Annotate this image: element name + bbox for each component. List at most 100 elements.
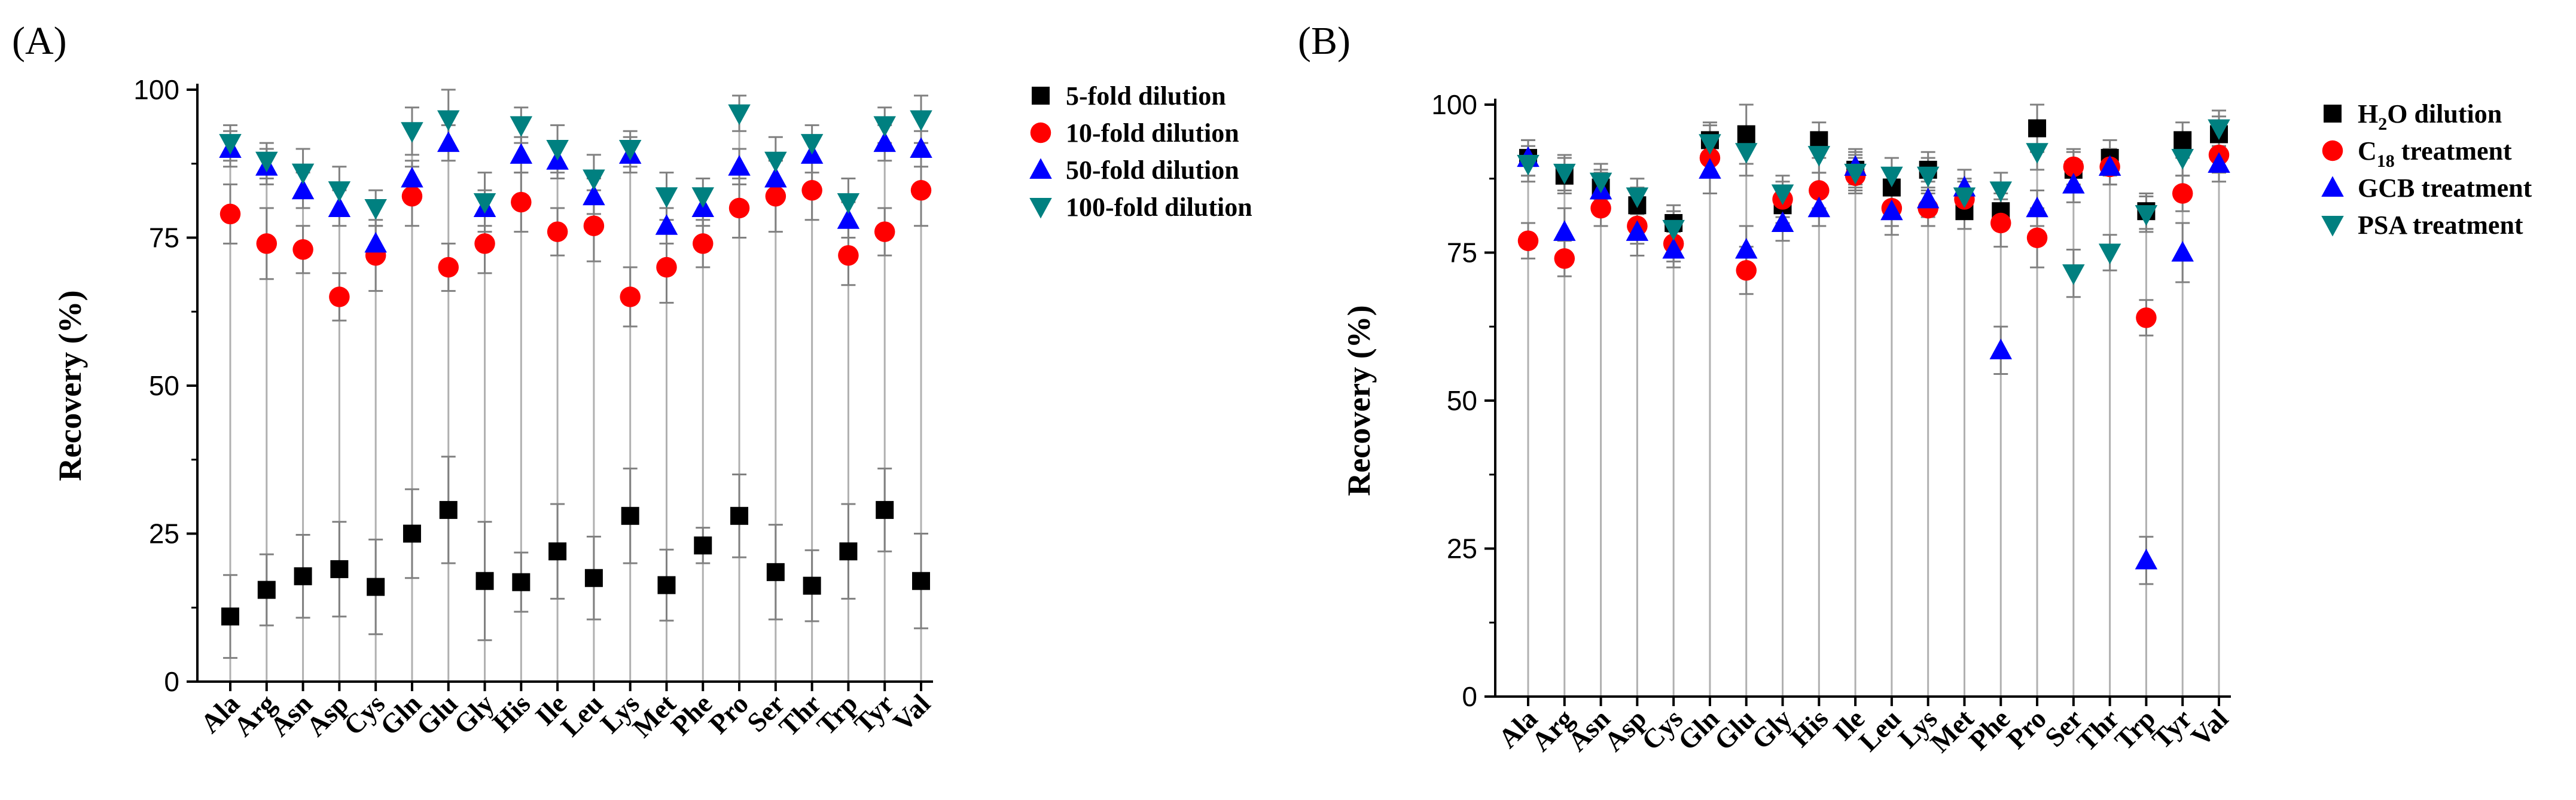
data-point <box>437 131 460 152</box>
data-point <box>803 576 821 595</box>
data-point <box>437 110 460 131</box>
data-point <box>367 578 385 596</box>
data-point <box>1989 181 2013 203</box>
data-point <box>1953 187 1976 208</box>
data-point <box>1737 125 1755 143</box>
data-point <box>546 140 569 161</box>
data-point <box>838 245 859 266</box>
data-point <box>474 233 495 254</box>
data-point <box>1916 187 1940 209</box>
data-point <box>583 169 605 190</box>
data-point <box>1807 146 1831 167</box>
data-point <box>1553 220 1576 241</box>
data-point <box>620 286 641 307</box>
data-point <box>621 506 639 525</box>
data-point <box>2171 241 2194 262</box>
x-tick-label: His <box>486 688 536 738</box>
data-point <box>510 116 533 137</box>
data-point <box>292 239 313 260</box>
data-point <box>2026 227 2048 248</box>
data-point <box>2171 149 2194 170</box>
legend-label: C18 treatment <box>2358 136 2512 171</box>
data-point <box>1736 259 1757 281</box>
data-point <box>1916 166 1940 188</box>
data-point <box>2136 307 2157 328</box>
data-point <box>1734 143 1758 164</box>
data-point <box>766 563 785 581</box>
data-point <box>1554 248 1575 269</box>
data-point <box>401 122 423 143</box>
data-point <box>1626 220 1649 241</box>
data-point <box>583 184 605 206</box>
data-point <box>800 134 824 155</box>
data-point <box>837 208 860 229</box>
data-point <box>1662 238 1685 259</box>
y-tick-label: 0 <box>164 666 179 697</box>
legend-marker <box>2322 140 2343 161</box>
y-tick-label: 50 <box>1447 385 1477 416</box>
data-point <box>255 151 278 173</box>
y-tick-label: 75 <box>149 222 179 254</box>
data-point <box>330 560 349 578</box>
data-point <box>439 500 458 519</box>
data-point <box>401 167 423 188</box>
y-tick-label: 0 <box>1462 681 1477 712</box>
legend-label: 50-fold dilution <box>1066 155 1239 185</box>
data-point <box>1699 147 1721 169</box>
data-point <box>475 572 494 590</box>
y-tick-label: 25 <box>1447 533 1477 564</box>
data-point <box>655 187 678 208</box>
data-point <box>583 215 605 236</box>
data-point <box>1771 184 1794 205</box>
data-point <box>329 286 350 307</box>
data-point <box>257 581 276 599</box>
data-point <box>656 257 677 278</box>
data-point <box>1734 238 1758 259</box>
y-tick-label: 100 <box>133 74 179 105</box>
data-point <box>728 155 751 176</box>
data-point <box>2026 196 2048 218</box>
data-point <box>839 542 858 561</box>
legend-marker <box>2321 216 2344 237</box>
legend-label: GCB treatment <box>2358 173 2532 203</box>
legend-marker <box>2324 105 2342 123</box>
data-point <box>403 524 421 543</box>
data-point <box>655 214 678 235</box>
legend-marker <box>2321 176 2344 197</box>
data-point <box>873 116 896 137</box>
data-point <box>1844 163 1867 185</box>
data-point <box>364 231 387 253</box>
data-point <box>2135 205 2158 226</box>
data-point <box>221 607 239 626</box>
y-tick-label: 50 <box>149 370 179 401</box>
data-point <box>512 573 531 591</box>
data-point <box>2172 183 2193 204</box>
data-point <box>618 140 642 161</box>
legend-label: H2O dilution <box>2358 99 2502 134</box>
data-point <box>730 506 749 525</box>
data-point <box>2208 152 2230 173</box>
data-point <box>912 572 930 590</box>
data-point <box>1989 338 2013 359</box>
legend-label: PSA treatment <box>2358 210 2523 240</box>
data-point <box>328 181 351 202</box>
data-point <box>764 167 787 188</box>
panel-b-chart: 0255075100AlaArgAsnAspCysGlnGluGlyHisIle… <box>1341 89 2532 758</box>
data-point <box>910 180 932 201</box>
legend-marker <box>1029 158 1052 179</box>
y-tick-label: 25 <box>149 518 179 549</box>
data-point <box>256 233 278 254</box>
legend-label: 5-fold dilution <box>1066 81 1226 111</box>
data-point <box>1517 230 1539 251</box>
data-point <box>693 233 714 254</box>
data-point <box>1990 212 2011 234</box>
data-point <box>510 143 533 164</box>
data-point <box>291 178 315 200</box>
data-point <box>728 197 750 219</box>
data-point <box>876 500 894 519</box>
data-point <box>1517 155 1539 176</box>
panel-a-chart: 0255075100AlaArgAsnAspCysGlnGluGlyHisIle… <box>52 74 1252 743</box>
data-point <box>547 221 568 242</box>
legend-marker <box>1032 87 1050 105</box>
data-point <box>801 180 822 201</box>
